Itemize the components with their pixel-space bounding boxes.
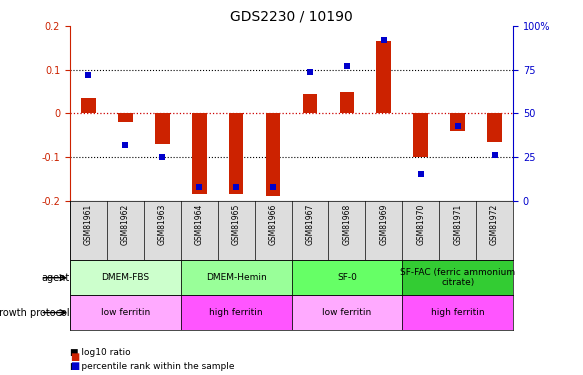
Text: low ferritin: low ferritin [101, 308, 150, 317]
Text: GSM81966: GSM81966 [269, 204, 278, 245]
Text: SF-FAC (ferric ammonium
citrate): SF-FAC (ferric ammonium citrate) [400, 268, 515, 287]
Point [121, 142, 130, 148]
Bar [70, 295, 181, 330]
Bar [81, 98, 96, 113]
Text: ■: ■ [70, 352, 79, 362]
Text: GSM81971: GSM81971 [453, 204, 462, 245]
Bar [292, 260, 402, 295]
Text: GSM81965: GSM81965 [231, 204, 241, 245]
Text: low ferritin: low ferritin [322, 308, 371, 317]
Text: GSM81962: GSM81962 [121, 204, 130, 245]
Title: GDS2230 / 10190: GDS2230 / 10190 [230, 10, 353, 24]
Bar [487, 113, 502, 142]
Text: GSM81970: GSM81970 [416, 204, 425, 245]
Bar [118, 113, 133, 122]
Text: SF-0: SF-0 [337, 273, 357, 282]
Point [231, 184, 241, 190]
Point [268, 184, 278, 190]
Bar [450, 113, 465, 131]
Text: GSM81968: GSM81968 [342, 204, 352, 245]
Text: GSM81961: GSM81961 [84, 204, 93, 245]
Point [416, 171, 426, 177]
Bar [377, 42, 391, 113]
Point [453, 123, 462, 129]
Bar [229, 113, 244, 194]
Text: agent: agent [42, 273, 70, 283]
Text: GSM81964: GSM81964 [195, 204, 203, 245]
Point [305, 69, 315, 75]
Text: ■ log10 ratio
■ percentile rank within the sample: ■ log10 ratio ■ percentile rank within t… [70, 348, 234, 371]
Bar [339, 92, 354, 113]
Bar [292, 295, 402, 330]
Text: high ferritin: high ferritin [209, 308, 263, 317]
Text: DMEM-Hemin: DMEM-Hemin [206, 273, 266, 282]
Bar [155, 113, 170, 144]
Point [379, 37, 388, 43]
Bar [402, 260, 513, 295]
Text: GSM81967: GSM81967 [305, 204, 314, 245]
Text: GSM81963: GSM81963 [158, 204, 167, 245]
Bar [181, 260, 292, 295]
Bar [402, 295, 513, 330]
Bar [413, 113, 428, 157]
Point [195, 184, 204, 190]
Text: ■: ■ [70, 361, 79, 371]
Bar [192, 113, 206, 194]
Point [490, 152, 499, 158]
Bar [181, 295, 292, 330]
Bar [303, 94, 317, 113]
Text: GSM81969: GSM81969 [380, 204, 388, 245]
Text: GSM81972: GSM81972 [490, 204, 499, 245]
Text: growth protocol: growth protocol [0, 308, 70, 318]
Bar [266, 113, 280, 196]
Bar [70, 260, 181, 295]
Point [342, 63, 352, 69]
Text: high ferritin: high ferritin [431, 308, 484, 317]
Point [157, 154, 167, 160]
Point [84, 72, 93, 78]
Text: DMEM-FBS: DMEM-FBS [101, 273, 149, 282]
